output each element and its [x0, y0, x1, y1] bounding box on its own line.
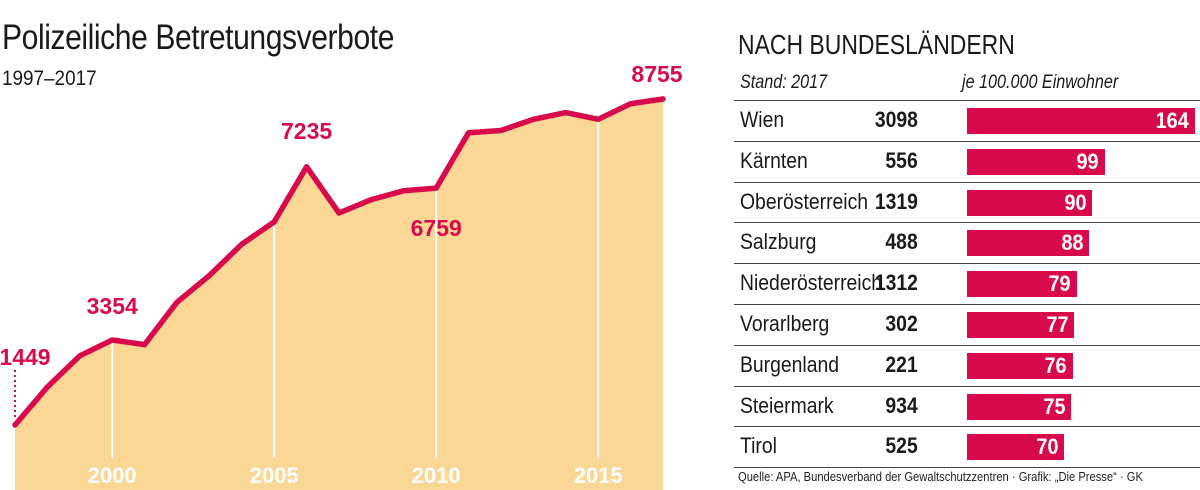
- state-name: Wien: [740, 107, 785, 132]
- x-axis-ticks: 2000 2005 2010 2015: [88, 463, 623, 488]
- table-row: Tirol 525 70: [734, 426, 1200, 469]
- rate-bar: 79: [967, 271, 1077, 298]
- point-label-2000: 3354: [87, 293, 138, 319]
- table-row: Steiermark 934 75: [734, 385, 1200, 427]
- table-row: Oberösterreich 1319 90: [734, 181, 1200, 223]
- chart-subtitle: 1997–2017: [2, 67, 97, 90]
- rate-label: 76: [1044, 352, 1067, 378]
- rate-bar: 99: [967, 148, 1105, 175]
- rate-bar: 75: [967, 393, 1072, 420]
- state-name: Niederösterreich: [740, 270, 883, 296]
- state-name: Kärnten: [740, 147, 808, 173]
- state-count: 934: [885, 392, 918, 418]
- x-tick-label: 2015: [574, 463, 623, 488]
- state-name: Burgenland: [740, 351, 840, 377]
- x-tick-label: 2000: [88, 463, 137, 488]
- table-row: Salzburg 488 88: [734, 222, 1200, 263]
- rate-label: 75: [1043, 393, 1066, 419]
- state-count: 556: [885, 147, 918, 173]
- rate-bar: 76: [967, 352, 1073, 379]
- rate-label: 79: [1048, 271, 1071, 297]
- rate-label: 99: [1076, 148, 1099, 174]
- x-tick-label: 2005: [250, 463, 299, 488]
- point-labels: 1449 3354 7235 6759 8755: [0, 61, 683, 370]
- rate-bar: 77: [967, 311, 1074, 338]
- table-row: Wien 3098 164: [734, 100, 1200, 141]
- point-label-1997: 1449: [0, 344, 51, 370]
- source-note: Quelle: APA, Bundesverband der Gewaltsch…: [738, 469, 1143, 484]
- state-name: Oberösterreich: [740, 188, 869, 214]
- rate-bar: 90: [967, 189, 1093, 216]
- state-count: 488: [885, 229, 918, 255]
- state-name: Steiermark: [740, 392, 834, 418]
- state-count: 221: [885, 351, 918, 377]
- table-row: Kärnten 556 99: [734, 140, 1200, 182]
- rate-label: 90: [1064, 189, 1087, 215]
- column-header-stand: Stand: 2017: [740, 72, 828, 93]
- rate-label: 70: [1036, 434, 1059, 460]
- state-count: 1319: [874, 188, 918, 214]
- state-name: Tirol: [740, 433, 777, 459]
- x-tick-label: 2010: [412, 463, 461, 488]
- rate-bar: 70: [967, 434, 1065, 461]
- table-title: NACH BUNDESLÄNDERN: [738, 29, 1015, 60]
- rate-label: 77: [1045, 311, 1068, 337]
- state-count: 1312: [874, 270, 918, 296]
- state-count: 525: [885, 433, 918, 459]
- area-fill: [15, 99, 663, 490]
- rate-bar: 88: [967, 230, 1090, 257]
- rate-label: 164: [1155, 108, 1189, 133]
- table-row: Burgenland 221 76: [734, 344, 1200, 386]
- table-row: Vorarlberg 302 77: [734, 303, 1200, 345]
- point-label-2017: 8755: [631, 61, 682, 87]
- state-count: 3098: [874, 107, 918, 132]
- state-name: Salzburg: [740, 229, 817, 255]
- year-gridlines: [111, 119, 600, 458]
- state-bar-table: Wien 3098 164 Kärnten 556 99 Oberösterreich 131…: [734, 100, 1200, 469]
- state-count: 302: [885, 310, 918, 336]
- state-name: Vorarlberg: [740, 310, 830, 336]
- column-header-rate: je 100.000 Einwohner: [962, 72, 1119, 93]
- point-label-2010: 6759: [411, 215, 462, 241]
- rate-label: 88: [1061, 230, 1084, 256]
- series-line: [12, 96, 666, 428]
- line-chart: 1449 3354 7235 6759 8755 2000 2005 2010 2015: [0, 61, 683, 490]
- point-label-2006: 7235: [281, 118, 332, 144]
- rate-bar: 164: [967, 108, 1195, 134]
- chart-title: Polizeiliche Betretungsverbote: [2, 18, 395, 57]
- table-row: Niederösterreich 1312 79: [734, 263, 1200, 304]
